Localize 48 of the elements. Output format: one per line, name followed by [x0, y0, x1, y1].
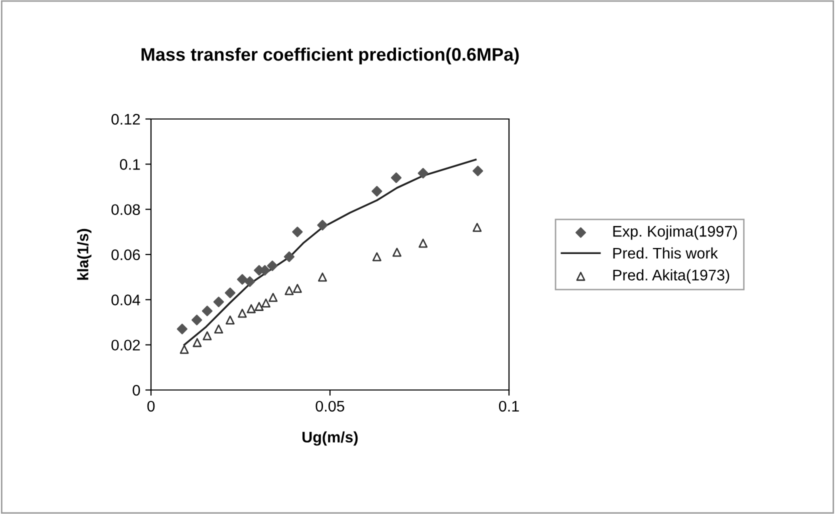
point [192, 314, 202, 326]
point [244, 276, 256, 287]
point [202, 331, 212, 340]
point [292, 284, 302, 293]
point [192, 338, 202, 348]
point [390, 172, 402, 184]
y-tick-label: 0.06 [111, 249, 140, 260]
point [176, 324, 188, 334]
point [214, 324, 224, 334]
x-axis-title: Ug(m/s) [302, 431, 358, 446]
point [372, 252, 382, 262]
y-tick-label: 0.02 [111, 340, 140, 351]
point [284, 286, 294, 296]
y-tick-label: 0.08 [111, 204, 140, 216]
y-tick-label: 0.12 [111, 114, 140, 125]
y-tick-label: 0.1 [120, 159, 140, 170]
x-tick-label: 0.05 [316, 400, 344, 412]
y-axis-title: kla(1/s) [77, 228, 92, 280]
point [317, 220, 328, 230]
y-tick-label: 0 [132, 384, 140, 396]
point [392, 248, 402, 257]
point [418, 238, 428, 248]
point [268, 292, 278, 302]
x-tick-label: 0 [147, 400, 155, 412]
legend-label: Pred. This work [613, 247, 718, 259]
point [267, 260, 278, 272]
point [180, 344, 189, 354]
y-tick-label: 0.04 [111, 294, 140, 306]
point [372, 186, 382, 197]
point [224, 288, 236, 298]
chart-title: Mass transfer coefficient prediction(0.6MPa) [142, 48, 519, 64]
point [246, 304, 256, 314]
point [202, 306, 213, 316]
point [254, 302, 264, 311]
x-tick-label: 0.1 [498, 400, 519, 412]
point [261, 298, 270, 308]
point [318, 272, 327, 282]
point [292, 226, 303, 238]
point [238, 308, 247, 318]
point [213, 296, 224, 308]
point [418, 168, 428, 178]
point [472, 166, 484, 176]
point [472, 222, 482, 232]
point [236, 274, 248, 285]
point [226, 315, 235, 324]
point [284, 251, 294, 262]
legend-label: Exp. Kojima(1997) [613, 226, 737, 240]
legend-label: Pred. Akita(1973) [613, 269, 730, 284]
